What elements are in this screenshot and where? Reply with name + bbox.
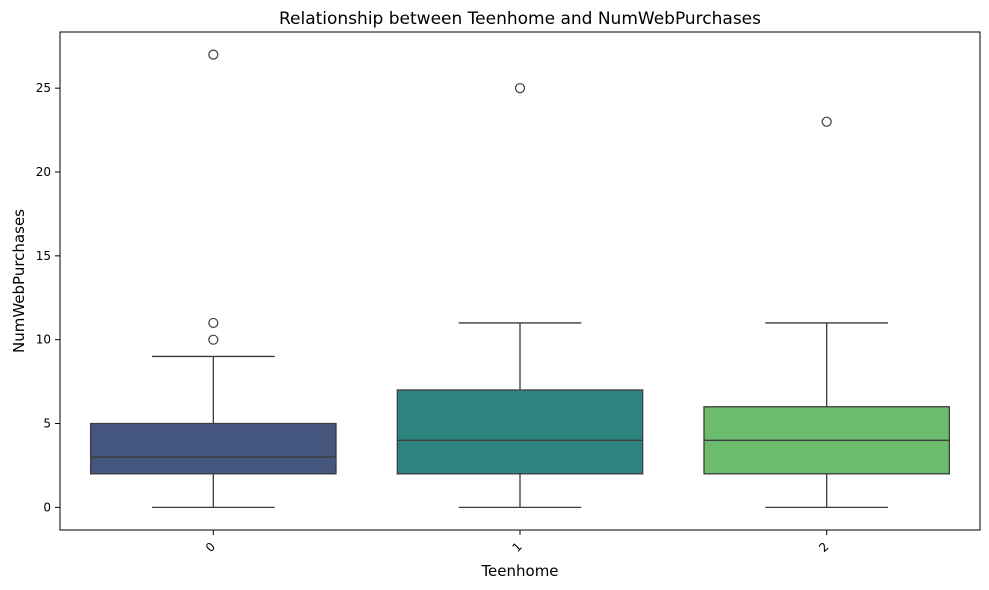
x-tick-label-1: 1 <box>510 540 525 555</box>
x-tick-label-0: 0 <box>203 540 218 555</box>
y-tick-label-10: 10 <box>36 333 51 347</box>
outlier-point-0-0 <box>208 334 219 345</box>
box-group-1 <box>396 83 644 509</box>
y-tick-label-25: 25 <box>36 81 51 95</box>
outlier-point-2-0 <box>821 116 832 127</box>
y-tick-label-0: 0 <box>43 500 51 514</box>
chart-title: Relationship between Teenhome and NumWeb… <box>279 9 761 29</box>
box-0 <box>90 422 337 475</box>
box-1 <box>396 389 644 475</box>
y-axis-label: NumWebPurchases <box>10 209 28 353</box>
box-group-0 <box>90 49 337 509</box>
x-axis: 0 1 2 <box>203 530 831 555</box>
y-tick-label-5: 5 <box>43 417 51 431</box>
box-group-2 <box>703 116 950 509</box>
x-axis-label: Teenhome <box>480 562 558 580</box>
y-tick-label-20: 20 <box>36 165 51 179</box>
plot-area <box>90 49 950 509</box>
y-axis: 0 5 10 15 20 25 <box>36 81 60 514</box>
x-tick-label-2: 2 <box>816 540 831 555</box>
outlier-point-1-0 <box>514 83 526 94</box>
y-tick-label-15: 15 <box>36 249 51 263</box>
outlier-point-0-2 <box>208 49 219 60</box>
outlier-point-0-1 <box>208 317 219 329</box>
